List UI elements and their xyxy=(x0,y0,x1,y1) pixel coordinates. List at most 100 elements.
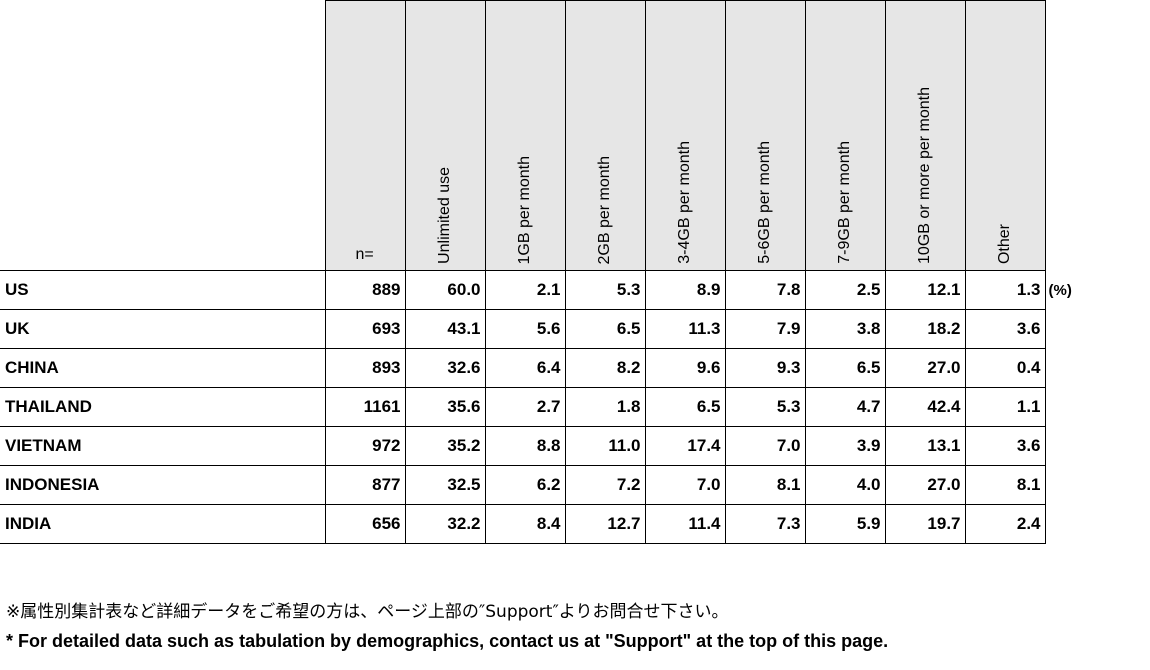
value-cell: 12.7 xyxy=(564,504,646,544)
value-cell: 11.3 xyxy=(644,309,726,349)
value-cell: 7.9 xyxy=(724,309,806,349)
n-header: n= xyxy=(324,0,406,271)
column-header-label: 7-9GB per month xyxy=(836,141,853,264)
column-header-label: 5-6GB per month xyxy=(756,141,773,264)
n-cell: 1161 xyxy=(324,387,406,427)
column-header-label: 10GB or more per month xyxy=(916,87,933,264)
value-cell: 18.2 xyxy=(884,309,966,349)
value-cell: 7.3 xyxy=(724,504,806,544)
value-cell: 8.8 xyxy=(484,426,566,466)
value-cell: 3.6 xyxy=(964,309,1046,349)
value-cell: 13.1 xyxy=(884,426,966,466)
value-cell: 8.4 xyxy=(484,504,566,544)
column-header: 10GB or more per month xyxy=(884,0,966,271)
value-cell: 1.8 xyxy=(564,387,646,427)
table-row: INDIA 656 32.2 8.4 12.7 11.4 7.3 5.9 19.7 2.4 xyxy=(0,504,1095,544)
value-cell: 27.0 xyxy=(884,348,966,388)
country-cell: THAILAND xyxy=(0,387,326,427)
note-english: * For detailed data such as tabulation b… xyxy=(6,631,889,651)
column-header: Other xyxy=(964,0,1046,271)
column-header: 1GB per month xyxy=(484,0,566,271)
value-cell: 7.2 xyxy=(564,465,646,505)
column-header: 2GB per month xyxy=(564,0,646,271)
spacer-cell xyxy=(1045,466,1095,505)
value-cell: 7.0 xyxy=(644,465,726,505)
value-cell: 9.6 xyxy=(644,348,726,388)
value-cell: 2.1 xyxy=(484,270,566,310)
value-cell: 60.0 xyxy=(404,270,486,310)
value-cell: 9.3 xyxy=(724,348,806,388)
corner-cell xyxy=(0,0,325,271)
value-cell: 1.3 xyxy=(964,270,1046,310)
spacer-cell xyxy=(1045,427,1095,466)
header-row: n= Unlimited use 1GB per month 2GB per m… xyxy=(0,0,1095,271)
n-cell: 877 xyxy=(324,465,406,505)
value-cell: 35.6 xyxy=(404,387,486,427)
spacer-cell xyxy=(1045,310,1095,349)
column-header-label: 1GB per month xyxy=(516,155,533,265)
value-cell: 6.5 xyxy=(564,309,646,349)
column-header: 7-9GB per month xyxy=(804,0,886,271)
value-cell: 8.1 xyxy=(964,465,1046,505)
value-cell: 7.8 xyxy=(724,270,806,310)
table-row: THAILAND 1161 35.6 2.7 1.8 6.5 5.3 4.7 42.4 1.1 xyxy=(0,387,1095,427)
value-cell: 5.3 xyxy=(724,387,806,427)
column-header: 3-4GB per month xyxy=(644,0,726,271)
table-row: UK 693 43.1 5.6 6.5 11.3 7.9 3.8 18.2 3.6 xyxy=(0,309,1095,349)
data-table: n= Unlimited use 1GB per month 2GB per m… xyxy=(0,0,1095,544)
value-cell: 3.6 xyxy=(964,426,1046,466)
note-japanese: ※属性別集計表など詳細データをご希望の方は、ページ上部の″Support″よりお… xyxy=(6,602,729,622)
value-cell: 6.5 xyxy=(644,387,726,427)
country-cell: CHINA xyxy=(0,348,326,388)
value-cell: 19.7 xyxy=(884,504,966,544)
country-cell: INDONESIA xyxy=(0,465,326,505)
value-cell: 32.6 xyxy=(404,348,486,388)
value-cell: 4.0 xyxy=(804,465,886,505)
country-cell: INDIA xyxy=(0,504,326,544)
value-cell: 6.5 xyxy=(804,348,886,388)
value-cell: 12.1 xyxy=(884,270,966,310)
value-cell: 17.4 xyxy=(644,426,726,466)
spacer-cell xyxy=(1045,0,1095,271)
country-cell: VIETNAM xyxy=(0,426,326,466)
value-cell: 6.4 xyxy=(484,348,566,388)
value-cell: 7.0 xyxy=(724,426,806,466)
value-cell: 8.2 xyxy=(564,348,646,388)
value-cell: 5.6 xyxy=(484,309,566,349)
table-row: CHINA 893 32.6 6.4 8.2 9.6 9.3 6.5 27.0 0.4 xyxy=(0,348,1095,388)
value-cell: 8.1 xyxy=(724,465,806,505)
column-header-label: 3-4GB per month xyxy=(676,141,693,264)
value-cell: 2.5 xyxy=(804,270,886,310)
value-cell: 5.9 xyxy=(804,504,886,544)
value-cell: 32.5 xyxy=(404,465,486,505)
value-cell: 11.4 xyxy=(644,504,726,544)
value-cell: 3.9 xyxy=(804,426,886,466)
value-cell: 27.0 xyxy=(884,465,966,505)
table-row: INDONESIA 877 32.5 6.2 7.2 7.0 8.1 4.0 27.0 8.1 xyxy=(0,465,1095,505)
value-cell: 11.0 xyxy=(564,426,646,466)
value-cell: 43.1 xyxy=(404,309,486,349)
unit-label: (%) xyxy=(1048,281,1072,299)
value-cell: 35.2 xyxy=(404,426,486,466)
column-header-label: Unlimited use xyxy=(436,167,453,264)
value-cell: 5.3 xyxy=(564,270,646,310)
column-header-label: Other xyxy=(996,223,1013,264)
value-cell: 2.4 xyxy=(964,504,1046,544)
country-cell: US xyxy=(0,270,326,310)
column-header: Unlimited use xyxy=(404,0,486,271)
n-cell: 889 xyxy=(324,270,406,310)
value-cell: 6.2 xyxy=(484,465,566,505)
value-cell: 0.4 xyxy=(964,348,1046,388)
value-cell: 3.8 xyxy=(804,309,886,349)
value-cell: 42.4 xyxy=(884,387,966,427)
spacer-cell xyxy=(1045,505,1095,544)
n-cell: 972 xyxy=(324,426,406,466)
table-row: US 889 60.0 2.1 5.3 8.9 7.8 2.5 12.1 1.3 (%) xyxy=(0,270,1095,310)
spacer-cell xyxy=(1045,388,1095,427)
n-cell: 893 xyxy=(324,348,406,388)
value-cell: 2.7 xyxy=(484,387,566,427)
table-row: VIETNAM 972 35.2 8.8 11.0 17.4 7.0 3.9 13.1 3.6 xyxy=(0,426,1095,466)
n-cell: 693 xyxy=(324,309,406,349)
value-cell: 32.2 xyxy=(404,504,486,544)
n-cell: 656 xyxy=(324,504,406,544)
